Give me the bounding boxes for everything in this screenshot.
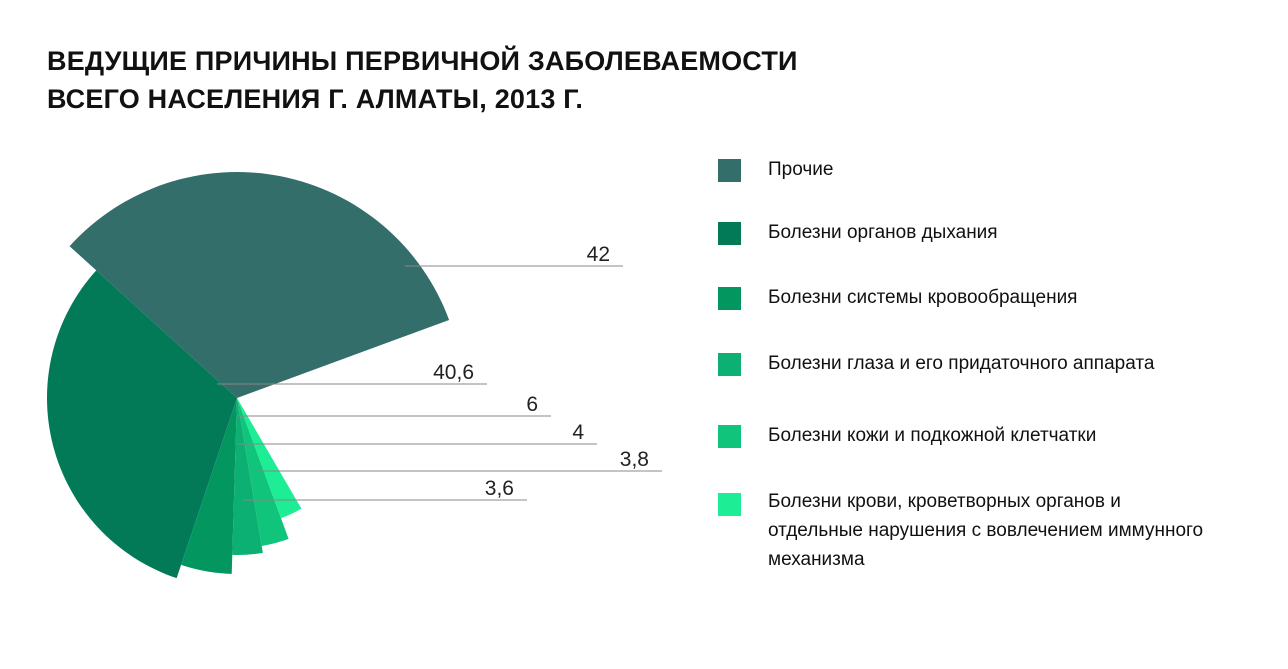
pie-slice-4 (232, 398, 263, 556)
value-label-2: 40,6 (433, 361, 474, 384)
legend-swatch (718, 159, 741, 182)
pie-slice-6 (237, 398, 302, 519)
value-label-5: 3,8 (620, 448, 649, 471)
legend-label: Болезни системы кровообращения (768, 287, 1078, 308)
chart-title-line-1: ВЕДУЩИЕ ПРИЧИНЫ ПЕРВИЧНОЙ ЗАБОЛЕВАЕМОСТИ (47, 46, 798, 76)
legend-label: Болезни органов дыхания (768, 222, 998, 243)
legend-label: Болезни кожи и подкожной клетчатки (768, 425, 1097, 446)
legend-item-3: Болезни системы кровообращения (718, 287, 1248, 312)
legend-item-1: Прочие (718, 159, 1248, 184)
legend-swatch (718, 425, 741, 448)
chart-title-line-2: ВСЕГО НАСЕЛЕНИЯ Г. АЛМАТЫ, 2013 Г. (47, 84, 584, 114)
value-label-3: 6 (526, 393, 538, 416)
value-label-6: 3,6 (485, 477, 514, 500)
legend-item-4: Болезни глаза и его придаточного аппарат… (718, 353, 1248, 378)
legend-swatch (718, 353, 741, 376)
legend-item-5: Болезни кожи и подкожной клетчатки (718, 425, 1248, 450)
value-label-1: 42 (587, 243, 610, 266)
legend-label: Прочие (768, 159, 834, 180)
pie-slice-2 (46, 270, 237, 579)
chart-title: ВЕДУЩИЕ ПРИЧИНЫ ПЕРВИЧНОЙ ЗАБОЛЕВАЕМОСТИ… (47, 42, 798, 118)
value-label-4: 4 (572, 421, 584, 444)
legend-swatch (718, 287, 741, 310)
legend-swatch (718, 493, 741, 516)
legend-label: Болезни крови, кроветворных органов и от… (768, 491, 1204, 570)
pie-slice-1 (69, 171, 450, 398)
pie-slice-5 (237, 398, 289, 546)
legend-item-2: Болезни органов дыхания (718, 222, 1248, 247)
legend-item-6: Болезни крови, кроветворных органов и от… (718, 491, 1218, 574)
pie-slice-3 (181, 398, 237, 574)
legend-swatch (718, 222, 741, 245)
legend-label: Болезни глаза и его придаточного аппарат… (768, 353, 1155, 374)
